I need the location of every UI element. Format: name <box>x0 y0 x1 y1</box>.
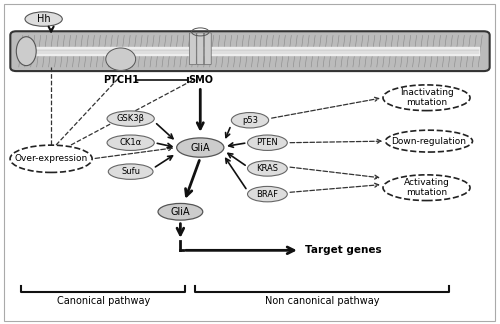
Text: Activating
mutation: Activating mutation <box>404 178 450 197</box>
Text: PTCH1: PTCH1 <box>102 75 139 85</box>
Text: Inactivating
mutation: Inactivating mutation <box>400 88 454 108</box>
Text: GliA: GliA <box>190 143 210 153</box>
FancyBboxPatch shape <box>190 33 196 65</box>
Ellipse shape <box>383 175 470 201</box>
Ellipse shape <box>383 85 470 110</box>
Text: Down-regulation: Down-regulation <box>392 137 466 145</box>
Text: CK1α: CK1α <box>120 138 142 147</box>
FancyBboxPatch shape <box>197 33 204 65</box>
Ellipse shape <box>10 145 92 172</box>
Text: Over-expression: Over-expression <box>14 154 88 163</box>
Text: Hh: Hh <box>37 14 51 24</box>
Text: BRAF: BRAF <box>256 190 278 199</box>
Ellipse shape <box>176 138 224 157</box>
Text: SMO: SMO <box>188 75 213 85</box>
Ellipse shape <box>106 48 136 70</box>
Ellipse shape <box>16 37 36 66</box>
Ellipse shape <box>108 164 153 179</box>
Text: Non canonical pathway: Non canonical pathway <box>265 296 380 306</box>
Text: Target genes: Target genes <box>304 245 382 255</box>
FancyBboxPatch shape <box>10 31 490 71</box>
Text: GSK3β: GSK3β <box>116 114 144 123</box>
Ellipse shape <box>248 161 288 176</box>
Ellipse shape <box>25 12 62 26</box>
Text: GliA: GliA <box>170 207 190 217</box>
Ellipse shape <box>386 130 472 152</box>
Ellipse shape <box>107 111 154 126</box>
Ellipse shape <box>158 203 203 220</box>
FancyBboxPatch shape <box>204 33 211 65</box>
Ellipse shape <box>248 135 288 150</box>
Text: PTEN: PTEN <box>256 138 278 147</box>
Ellipse shape <box>107 135 154 150</box>
Text: Sufu: Sufu <box>121 167 140 176</box>
Ellipse shape <box>232 112 268 128</box>
Text: p53: p53 <box>242 116 258 125</box>
Text: Canonical pathway: Canonical pathway <box>56 296 150 306</box>
Text: KRAS: KRAS <box>256 164 278 173</box>
Ellipse shape <box>248 186 288 202</box>
